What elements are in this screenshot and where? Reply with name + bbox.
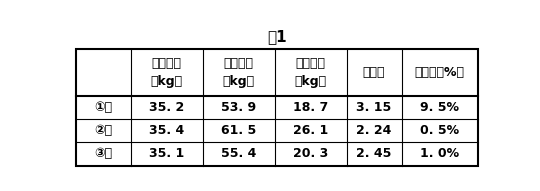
- Text: ①组: ①组: [94, 101, 112, 114]
- Text: 2. 24: 2. 24: [356, 124, 392, 137]
- Text: ③组: ③组: [94, 147, 112, 160]
- Text: 3. 15: 3. 15: [356, 101, 392, 114]
- Text: 26. 1: 26. 1: [293, 124, 328, 137]
- Text: 35. 4: 35. 4: [149, 124, 185, 137]
- Text: 0. 5%: 0. 5%: [420, 124, 459, 137]
- Text: 9. 5%: 9. 5%: [420, 101, 459, 114]
- Text: 发病率（%）: 发病率（%）: [415, 66, 464, 79]
- Text: 平均增重
（kg）: 平均增重 （kg）: [294, 57, 327, 88]
- Text: ②组: ②组: [94, 124, 112, 137]
- Bar: [76, 49, 478, 166]
- Text: 35. 2: 35. 2: [149, 101, 185, 114]
- Text: 2. 45: 2. 45: [356, 147, 392, 160]
- Text: 期末均重
（kg）: 期末均重 （kg）: [222, 57, 255, 88]
- Text: 20. 3: 20. 3: [293, 147, 328, 160]
- Text: 53. 9: 53. 9: [221, 101, 256, 114]
- Text: 表1: 表1: [267, 29, 287, 44]
- Text: 料重比: 料重比: [363, 66, 385, 79]
- Text: 期初均重
（kg）: 期初均重 （kg）: [151, 57, 183, 88]
- Text: 35. 1: 35. 1: [149, 147, 185, 160]
- Text: 18. 7: 18. 7: [293, 101, 328, 114]
- Text: 55. 4: 55. 4: [221, 147, 256, 160]
- Text: 1. 0%: 1. 0%: [420, 147, 459, 160]
- Text: 61. 5: 61. 5: [221, 124, 256, 137]
